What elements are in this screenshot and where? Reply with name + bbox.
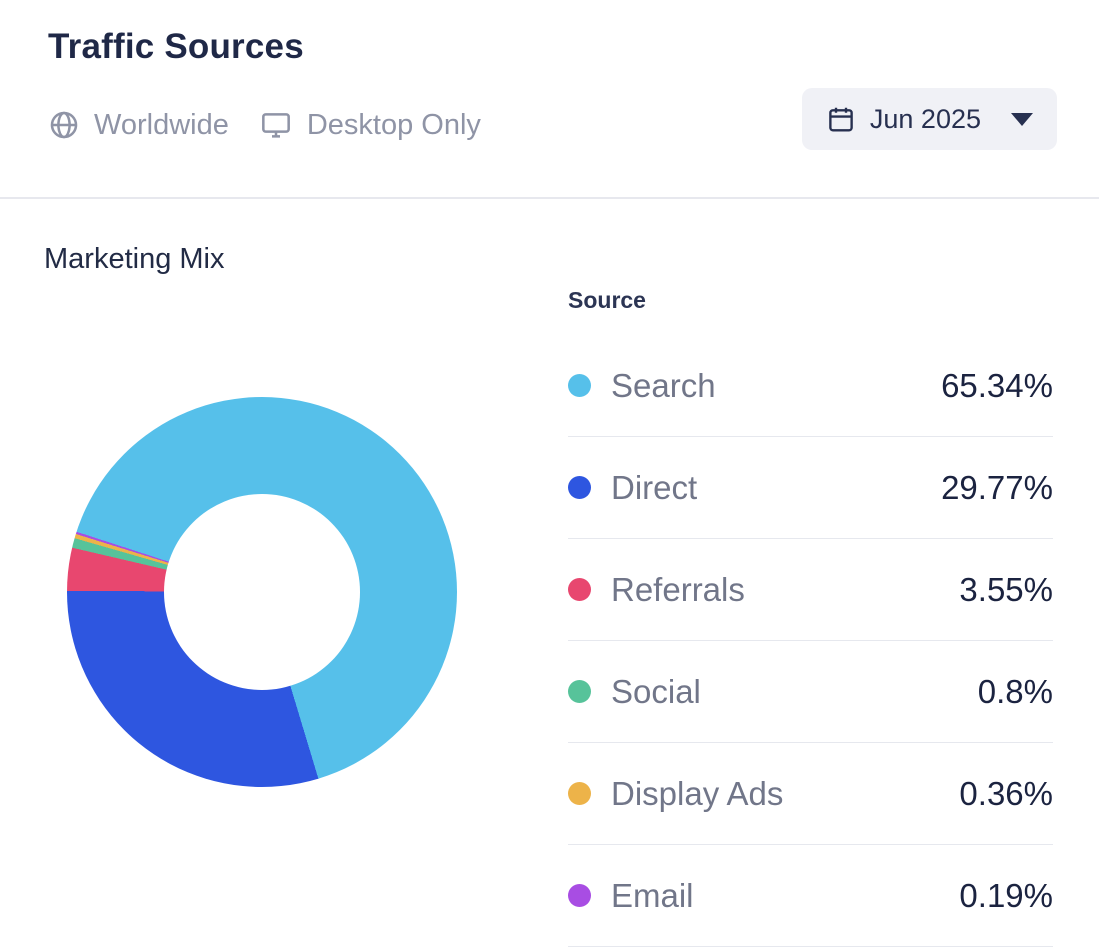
legend-value: 0.19%	[959, 876, 1053, 914]
date-selector-value: Jun 2025	[869, 103, 981, 134]
legend-dot	[568, 782, 591, 805]
legend-row: Search 65.34%	[568, 335, 1053, 437]
globe-icon	[48, 109, 80, 141]
source-legend: Source Search 65.34% Direct 29.77% Refer…	[568, 287, 1053, 947]
legend-label: Email	[611, 876, 694, 914]
monitor-icon	[259, 109, 293, 141]
legend-value: 65.34%	[941, 366, 1053, 404]
legend-label: Social	[611, 672, 701, 710]
chevron-down-icon	[1011, 112, 1033, 126]
page-title: Traffic Sources	[48, 27, 304, 66]
legend-row: Social 0.8%	[568, 641, 1053, 743]
legend-label: Referrals	[611, 570, 745, 608]
legend-value: 29.77%	[941, 468, 1053, 506]
scope-label: Worldwide	[94, 108, 229, 141]
donut-hole	[164, 494, 360, 690]
legend-rows: Search 65.34% Direct 29.77% Referrals 3.…	[568, 335, 1053, 947]
legend-header: Source	[568, 287, 646, 313]
scope-meta: Worldwide Desktop Only	[48, 104, 1057, 146]
legend-row: Direct 29.77%	[568, 437, 1053, 539]
legend-row: Referrals 3.55%	[568, 539, 1053, 641]
legend-dot	[568, 680, 591, 703]
legend-label: Display Ads	[611, 774, 784, 812]
legend-dot	[568, 884, 591, 907]
legend-row: Display Ads 0.36%	[568, 743, 1053, 845]
legend-dot	[568, 374, 591, 397]
legend-value: 0.8%	[977, 672, 1053, 710]
legend-dot	[568, 578, 591, 601]
calendar-icon	[826, 104, 856, 134]
legend-value: 3.55%	[959, 570, 1053, 608]
legend-value: 0.36%	[959, 774, 1053, 812]
date-selector[interactable]: Jun 2025	[801, 88, 1057, 150]
legend-label: Search	[611, 366, 716, 404]
marketing-mix-card: Marketing Mix Source Search 65.34% Direc…	[0, 199, 1099, 947]
donut-chart	[67, 397, 457, 787]
section-title: Marketing Mix	[44, 243, 225, 275]
device-label: Desktop Only	[306, 108, 481, 141]
widget-header: Traffic Sources Worldwide Desktop Only J…	[0, 0, 1099, 199]
legend-row: Email 0.19%	[568, 845, 1053, 947]
legend-dot	[568, 476, 591, 499]
legend-label: Direct	[611, 468, 698, 506]
